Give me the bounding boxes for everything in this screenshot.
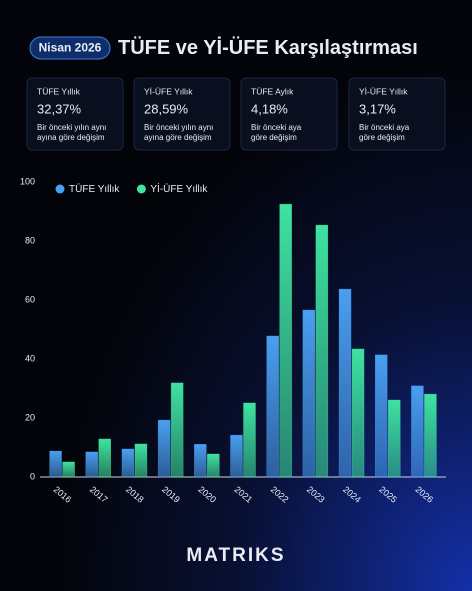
legend-label: Yİ-ÜFE Yıllık [150, 182, 208, 195]
card-note: ayına göre değişim [37, 133, 105, 142]
bar [279, 203, 292, 478]
card-label: TÜFE Yıllık [37, 86, 81, 96]
bar [230, 434, 243, 478]
bar [243, 402, 256, 478]
card-label: TÜFE Aylık [251, 86, 294, 96]
badge-text: Nisan 2026 [39, 41, 102, 55]
badge [29, 36, 111, 60]
y-tick-label: 40 [25, 353, 35, 363]
bar [194, 444, 207, 478]
bar [85, 451, 99, 478]
card-note: Bir önceki aya [359, 123, 410, 132]
bar [338, 288, 352, 478]
logo: MATRIKS [186, 545, 285, 566]
card-note: göre değişim [251, 133, 297, 142]
card-value: 4,18% [251, 101, 288, 116]
card-note: Bir önceki yılın aynı [37, 123, 106, 132]
card-note: Bir önceki aya [251, 123, 302, 132]
bar [266, 335, 279, 478]
card-label: Yİ-ÜFE Yıllık [359, 86, 408, 96]
bar [424, 393, 437, 478]
legend-swatch [136, 184, 146, 194]
y-tick-label: 80 [25, 235, 35, 245]
card [240, 77, 338, 151]
bar [62, 461, 75, 478]
bar [351, 348, 365, 478]
bar [302, 309, 316, 478]
card-label: Yİ-ÜFE Yıllık [144, 86, 193, 96]
bar [121, 448, 135, 478]
bar [207, 453, 220, 478]
bar [411, 385, 424, 478]
bar [315, 224, 329, 478]
legend-label: TÜFE Yıllık [69, 183, 120, 195]
bar [98, 438, 112, 478]
y-tick-label: 20 [25, 412, 35, 422]
title: TÜFE ve Yİ-ÜFE Karşılaştırması [118, 36, 418, 59]
bar [374, 354, 388, 478]
legend-swatch [55, 184, 65, 194]
card-value: 28,59% [144, 101, 189, 116]
bar [170, 382, 184, 478]
bar [387, 399, 401, 478]
y-tick-label: 0 [30, 471, 35, 481]
bar [134, 443, 148, 478]
card [133, 77, 231, 151]
card-note: göre değişim [359, 133, 405, 142]
card-value: 32,37% [37, 101, 82, 116]
card [348, 77, 446, 151]
y-tick-label: 100 [20, 176, 35, 186]
card-note: Bir önceki yılın aynı [144, 123, 213, 132]
card-value: 3,17% [359, 101, 396, 116]
bar [157, 419, 171, 478]
card [26, 77, 124, 151]
card-note: ayına göre değişim [144, 133, 212, 142]
y-tick-label: 60 [25, 294, 35, 304]
bar [49, 450, 62, 478]
